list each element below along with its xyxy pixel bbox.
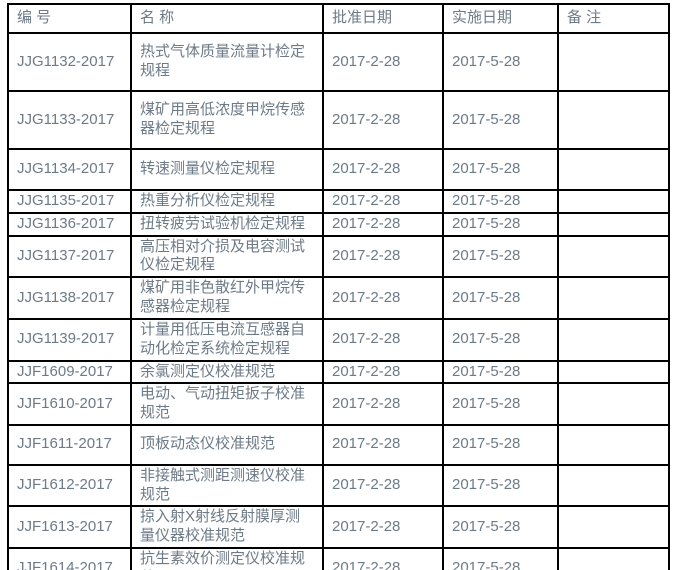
code-cell: JJG1138-2017 [7,276,132,320]
approval-date-cell: 2017-2-28 [322,423,444,466]
name-cell: 扭转疲劳试验机检定规程 [130,211,324,237]
approval-date-cell: 2017-2-28 [322,318,444,362]
header-code: 编 号 [7,3,132,34]
header-name: 名 称 [130,3,324,34]
remark-cell [557,32,670,92]
approval-date-cell: 2017-2-28 [322,32,444,92]
implementation-date-cell: 2017-5-28 [442,423,559,466]
remark-cell [557,546,670,570]
standards-table: 编 号 名 称 批准日期 实施日期 备 注 JJG1132-2017 热式气体质… [7,3,670,570]
implementation-date-cell: 2017-5-28 [442,546,559,570]
name-cell: 计量用低压电流互感器自动化检定系统检定规程 [130,318,324,362]
header-remark: 备 注 [557,3,670,34]
name-cell: 煤矿用非色散红外甲烷传感器检定规程 [130,276,324,320]
code-cell: JJG1136-2017 [7,211,132,237]
table-row: JJF1612-2017 非接触式测距测速仪校准规范 2017-2-28 201… [7,463,670,508]
remark-cell [557,318,670,362]
table-row: JJG1136-2017 扭转疲劳试验机检定规程 2017-2-28 2017-… [7,211,670,237]
implementation-date-cell: 2017-5-28 [442,211,559,237]
remark-cell [557,90,670,150]
code-cell: JJG1139-2017 [7,318,132,362]
approval-date-cell: 2017-2-28 [322,276,444,320]
code-cell: JJG1135-2017 [7,189,132,214]
remark-cell [557,148,670,191]
approval-date-cell: 2017-2-28 [322,546,444,570]
code-cell: JJG1133-2017 [7,90,132,150]
implementation-date-cell: 2017-5-28 [442,148,559,191]
name-cell: 顶板动态仪校准规范 [130,423,324,466]
implementation-date-cell: 2017-5-28 [442,505,559,549]
table-row: JJF1613-2017 掠入射X射线反射膜厚测量仪器校准规范 2017-2-2… [7,505,670,549]
implementation-date-cell: 2017-5-28 [442,276,559,320]
code-cell: JJG1132-2017 [7,32,132,92]
table-row: JJG1137-2017 高压相对介损及电容测试仪检定规程 2017-2-28 … [7,234,670,278]
name-cell: 热重分析仪检定规程 [130,189,324,214]
table-row: JJF1609-2017 余氯测定仪校准规范 2017-2-28 2017-5-… [7,359,670,385]
remark-cell [557,189,670,214]
code-cell: JJF1612-2017 [7,463,132,508]
approval-date-cell: 2017-2-28 [322,148,444,191]
code-cell: JJF1613-2017 [7,505,132,549]
implementation-date-cell: 2017-5-28 [442,189,559,214]
name-cell: 掠入射X射线反射膜厚测量仪器校准规范 [130,505,324,549]
header-approval-date: 批准日期 [322,3,444,34]
header-implementation-date: 实施日期 [442,3,559,34]
table-row: JJF1610-2017 电动、气动扭矩扳子校准规范 2017-2-28 201… [7,382,670,426]
table-header-row: 编 号 名 称 批准日期 实施日期 备 注 [7,3,670,34]
remark-cell [557,276,670,320]
name-cell: 余氯测定仪校准规范 [130,359,324,385]
code-cell: JJG1137-2017 [7,234,132,278]
approval-date-cell: 2017-2-28 [322,189,444,214]
implementation-date-cell: 2017-5-28 [442,359,559,385]
name-cell: 热式气体质量流量计检定规程 [130,32,324,92]
implementation-date-cell: 2017-5-28 [442,234,559,278]
code-cell: JJF1611-2017 [7,423,132,466]
remark-cell [557,234,670,278]
code-cell: JJG1134-2017 [7,148,132,191]
name-cell: 抗生素效价测定仪校准规范 [130,546,324,570]
table-row: JJG1138-2017 煤矿用非色散红外甲烷传感器检定规程 2017-2-28… [7,276,670,320]
name-cell: 转速测量仪检定规程 [130,148,324,191]
approval-date-cell: 2017-2-28 [322,382,444,426]
remark-cell [557,382,670,426]
name-cell: 高压相对介损及电容测试仪检定规程 [130,234,324,278]
approval-date-cell: 2017-2-28 [322,505,444,549]
implementation-date-cell: 2017-5-28 [442,32,559,92]
approval-date-cell: 2017-2-28 [322,211,444,237]
table-row: JJG1133-2017 煤矿用高低浓度甲烷传感器检定规程 2017-2-28 … [7,90,670,150]
remark-cell [557,463,670,508]
code-cell: JJF1614-2017 [7,546,132,570]
remark-cell [557,423,670,466]
table-row: JJG1135-2017 热重分析仪检定规程 2017-2-28 2017-5-… [7,189,670,214]
remark-cell [557,505,670,549]
remark-cell [557,211,670,237]
implementation-date-cell: 2017-5-28 [442,382,559,426]
table-row: JJG1139-2017 计量用低压电流互感器自动化检定系统检定规程 2017-… [7,318,670,362]
table-row: JJG1132-2017 热式气体质量流量计检定规程 2017-2-28 201… [7,32,670,92]
table-row: JJG1134-2017 转速测量仪检定规程 2017-2-28 2017-5-… [7,148,670,191]
name-cell: 非接触式测距测速仪校准规范 [130,463,324,508]
approval-date-cell: 2017-2-28 [322,234,444,278]
approval-date-cell: 2017-2-28 [322,359,444,385]
implementation-date-cell: 2017-5-28 [442,318,559,362]
implementation-date-cell: 2017-5-28 [442,90,559,150]
code-cell: JJF1610-2017 [7,382,132,426]
table-row: JJF1611-2017 顶板动态仪校准规范 2017-2-28 2017-5-… [7,423,670,466]
approval-date-cell: 2017-2-28 [322,90,444,150]
approval-date-cell: 2017-2-28 [322,463,444,508]
remark-cell [557,359,670,385]
implementation-date-cell: 2017-5-28 [442,463,559,508]
code-cell: JJF1609-2017 [7,359,132,385]
name-cell: 电动、气动扭矩扳子校准规范 [130,382,324,426]
table-row: JJF1614-2017 抗生素效价测定仪校准规范 2017-2-28 2017… [7,546,670,570]
name-cell: 煤矿用高低浓度甲烷传感器检定规程 [130,90,324,150]
